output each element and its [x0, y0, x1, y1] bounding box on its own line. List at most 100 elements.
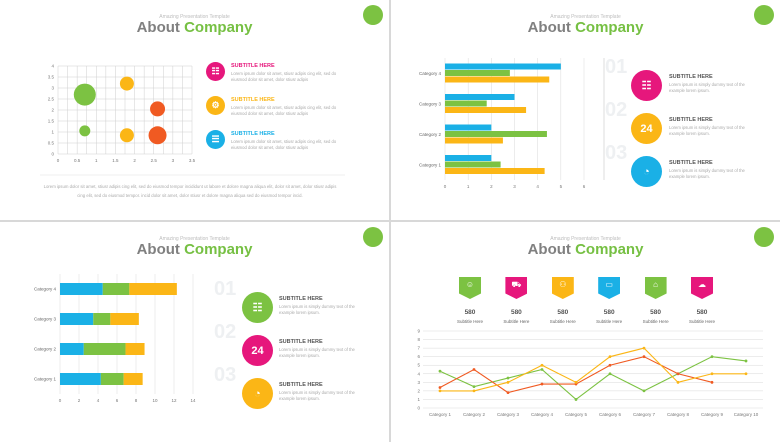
series-point — [608, 363, 612, 367]
y-tick-label: 6 — [417, 354, 420, 359]
slide-scatter[interactable]: Amazing Presentation Template About Comp… — [0, 0, 389, 220]
slide-line-chart[interactable]: Amazing Presentation Template About Comp… — [391, 222, 780, 442]
bar — [445, 137, 503, 144]
x-tick-label: 0 — [57, 158, 60, 163]
x-tick-label: Category 5 — [565, 412, 588, 417]
y-tick-label: 9 — [417, 329, 420, 334]
cloud-icon: ☁ — [691, 277, 713, 299]
series-point — [472, 368, 476, 371]
subtitle: SUBTITLE HERE — [279, 382, 323, 388]
pretitle: Amazing Presentation Template — [550, 14, 621, 20]
category-label: Category 1 — [419, 162, 442, 167]
scatter-point — [119, 76, 134, 91]
bar — [445, 131, 547, 137]
series-point — [744, 359, 748, 363]
bar-segment — [129, 283, 177, 295]
series-point — [540, 368, 544, 371]
y-tick-label: 3 — [417, 380, 420, 385]
stat-value: 580 — [603, 309, 615, 316]
stat-label: Subtitle Here — [549, 319, 576, 324]
green-circle-decoration — [754, 5, 774, 25]
step-number: 03 — [214, 364, 237, 386]
stat-value: 580 — [510, 309, 522, 316]
y-tick-label: 2 — [417, 388, 420, 393]
bar — [445, 70, 510, 76]
bar — [445, 63, 561, 70]
bar-segment — [60, 313, 94, 325]
slide-title: About Company — [136, 19, 253, 36]
description: Lorem ipsum is simply dummy text of the … — [669, 82, 745, 93]
bar — [445, 155, 492, 161]
category-label: Category 4 — [419, 71, 442, 76]
stat-label: Subtitle Here — [503, 319, 530, 324]
x-tick-label: 3.5 — [189, 158, 196, 163]
x-tick-label: Category 2 — [463, 412, 486, 417]
description: Lorem ipsum is simply dummy text of the … — [279, 390, 355, 401]
series-point — [574, 398, 578, 401]
scatter-point — [148, 126, 167, 145]
stat-value: 580 — [696, 309, 708, 316]
stat-value: 580 — [557, 309, 569, 316]
y-tick-label: 4 — [417, 371, 420, 376]
y-tick-label: 5 — [417, 363, 420, 368]
y-tick-label: 0 — [51, 152, 54, 157]
step-number: 01 — [214, 278, 237, 300]
people-icon: ☺ — [459, 277, 481, 299]
bar-segment — [123, 373, 143, 385]
subtitle: SUBTITLE HERE — [669, 160, 713, 166]
x-tick-label: Category 3 — [497, 412, 520, 417]
scatter-point — [79, 125, 91, 137]
step-number: 03 — [605, 142, 628, 164]
x-tick-label: Category 9 — [701, 412, 724, 417]
step-number: 02 — [605, 99, 628, 121]
bar-segment — [60, 283, 103, 295]
scatter-point — [73, 83, 96, 106]
series-point — [676, 372, 680, 376]
series-point — [438, 369, 442, 373]
bar — [445, 94, 515, 100]
pretitle: Amazing Presentation Template — [550, 236, 621, 242]
bar-segment — [125, 343, 145, 355]
user-icon: ⚇ — [551, 277, 574, 299]
x-tick-label: Category 10 — [734, 412, 759, 417]
bar — [445, 107, 527, 113]
stat-label: Subtitle Here — [688, 319, 715, 324]
series-point — [540, 363, 544, 367]
series-line — [439, 356, 713, 394]
scatter-point — [150, 101, 166, 117]
x-tick-label: Category 7 — [633, 412, 656, 417]
24-hours-icon: 24 — [631, 113, 662, 144]
x-tick-label: 4 — [536, 184, 539, 189]
bar-segment — [100, 373, 124, 385]
bar — [445, 100, 487, 107]
x-tick-label: 2 — [490, 184, 493, 189]
series-point — [608, 372, 612, 376]
slide-stacked-bar-chart[interactable]: Amazing Presentation Template About Comp… — [0, 222, 389, 442]
x-tick-label: 2.5 — [151, 158, 158, 163]
x-tick-label: 0 — [444, 184, 447, 189]
series-point — [676, 380, 680, 384]
stat-label: Subtitle Here — [642, 319, 669, 324]
y-tick-label: 3.5 — [48, 75, 55, 80]
x-tick-label: 10 — [152, 398, 158, 403]
x-tick-label: 2 — [78, 398, 81, 403]
series-point — [506, 376, 510, 380]
bar — [445, 168, 545, 174]
x-tick-label: 8 — [135, 398, 138, 403]
y-tick-label: 7 — [417, 346, 420, 351]
y-tick-label: 1 — [51, 130, 54, 135]
bar-chart: 0 1 2 3 4 5 6 Category 1 Category 2 Category 3 Cat… — [419, 58, 605, 189]
bar-segment — [110, 313, 139, 325]
description: Lorem ipsum dolor sit amet, stiusr adipi… — [231, 139, 337, 150]
y-tick-label: 4 — [51, 64, 54, 69]
slide-title: About Company — [136, 241, 253, 258]
x-tick-label: 1.5 — [112, 158, 119, 163]
x-tick-label: 3 — [172, 158, 175, 163]
pie-icon: ◔ — [242, 378, 273, 409]
y-tick-label: 0.5 — [48, 141, 55, 146]
slide-bar-chart[interactable]: Amazing Presentation Template About Comp… — [391, 0, 780, 220]
description: Lorem ipsum dolor sit amet, stiusr adipi… — [231, 105, 337, 116]
series-point — [642, 389, 646, 393]
y-tick-label: 1.5 — [48, 119, 55, 124]
x-tick-label: 5 — [560, 184, 563, 189]
